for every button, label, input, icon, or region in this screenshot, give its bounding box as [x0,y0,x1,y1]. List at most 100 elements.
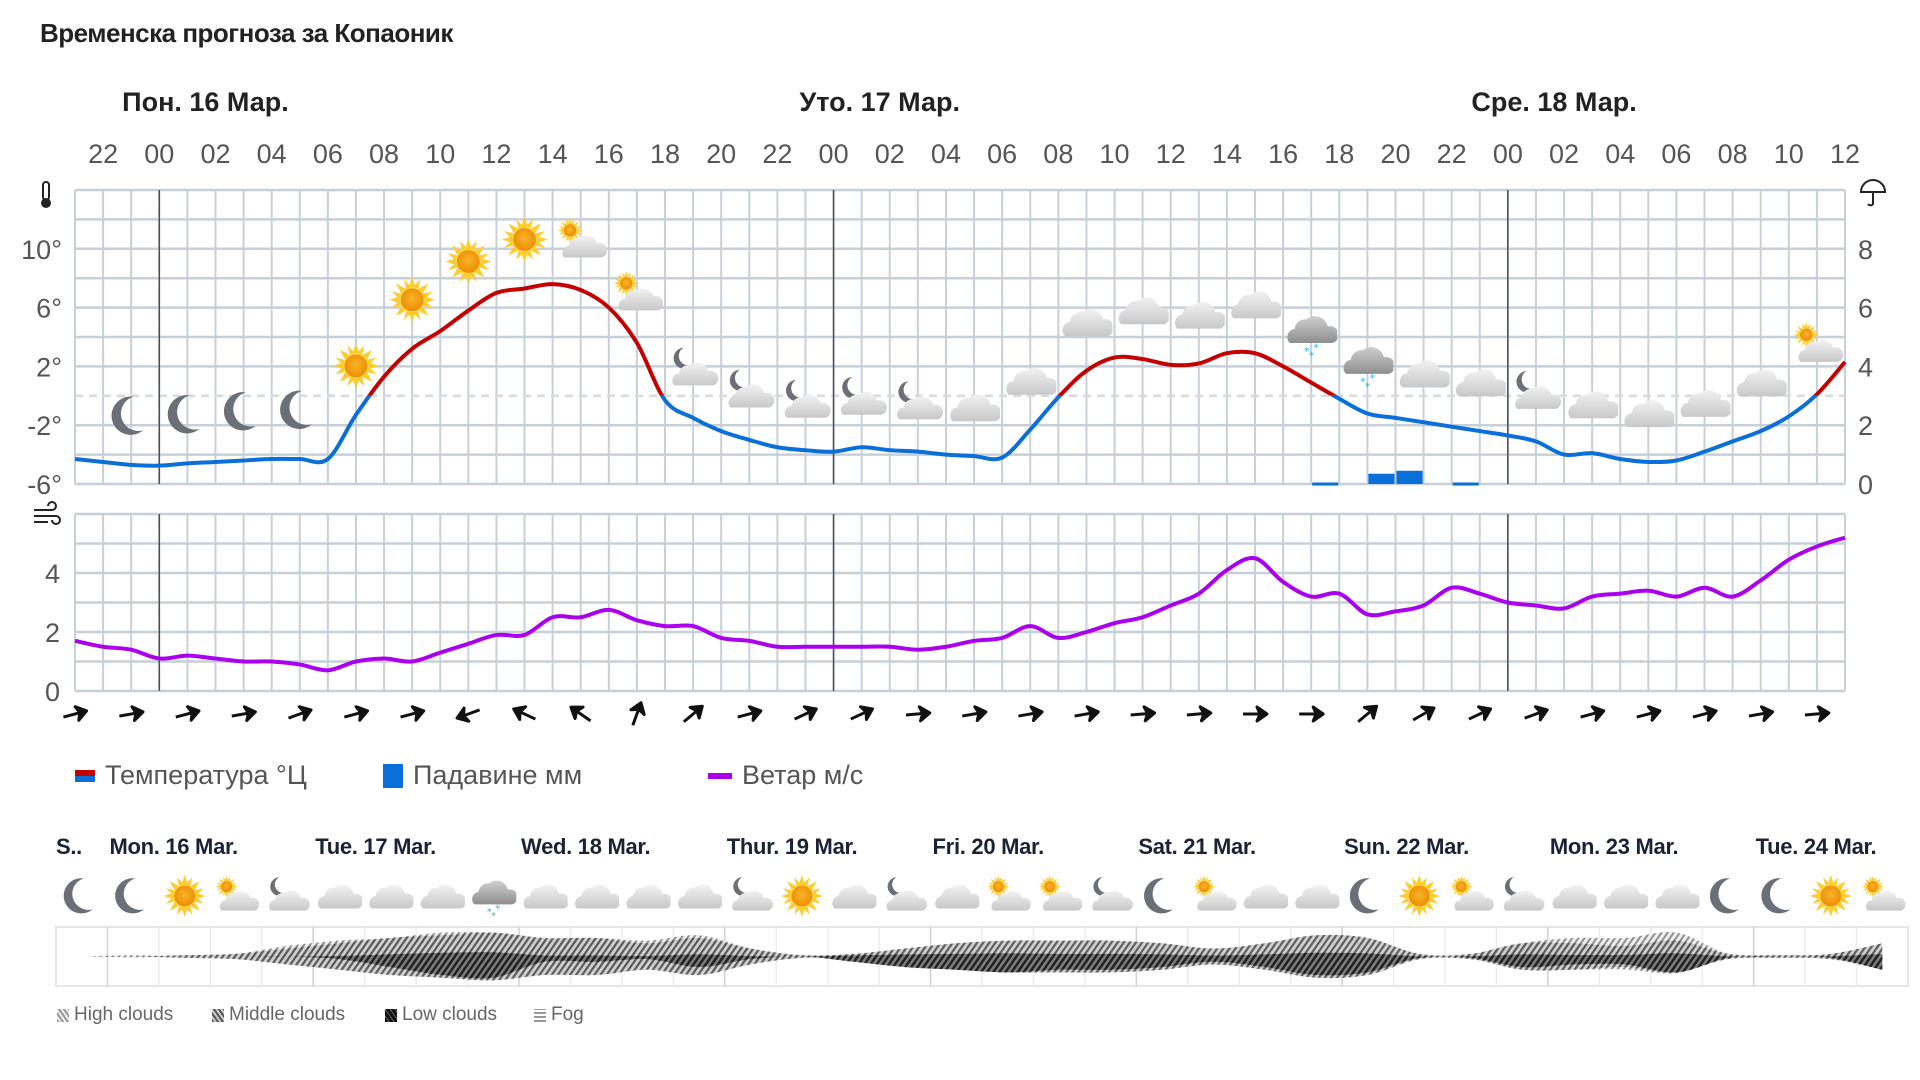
day-header: Сре. 18 Мар. [1471,87,1636,117]
longterm-day-header: Sun. 22 Mar. [1344,834,1469,859]
longterm-sun-cloud-icon [216,876,260,911]
longterm-moon-cloud-icon [886,877,928,911]
precip-bar [1368,473,1395,484]
arrow-shape [1130,705,1157,723]
hour-label: 06 [313,139,343,169]
day-header: Пон. 16 Мар. [122,87,289,117]
wind-direction-arrow-icon [961,705,988,723]
hour-label: 02 [875,139,905,169]
sun-icon [388,276,436,324]
wind-swatch [708,772,732,779]
sun-icon [332,342,380,390]
hour-label: 20 [706,139,736,169]
precipitation-swatch [383,763,403,788]
hour-label: 18 [650,139,680,169]
longterm-moon-icon [115,878,145,914]
hour-label: 00 [819,139,849,169]
hour-label: 08 [1043,139,1073,169]
longterm-cloud-icon [1655,884,1700,909]
wind-icon-shape [34,501,61,525]
precip-tick-label: 2 [1858,411,1873,441]
longterm-day-header: Thur. 19 Mar. [726,834,858,859]
longterm-cloud-icon [677,884,723,909]
longterm-day-header: Mon. 16 Mar. [109,834,238,859]
arrow-shape [1692,705,1718,722]
wind-direction-arrow-icon [1299,705,1325,723]
longterm-moon-cloud-icon [269,877,310,911]
legend-temperature: Температура °Ц [75,760,307,791]
arrow-shape [512,705,537,721]
arrow-shape [1524,705,1549,722]
hour-label: 10 [425,139,455,169]
hour-label: 12 [481,139,511,169]
hour-label: 00 [144,139,174,169]
arrow-shape [1018,705,1044,723]
umbrella-shape [1859,179,1887,207]
longterm-moon-cloud-icon [1092,877,1133,911]
arrow-shape [1804,705,1831,723]
longterm-moon-cloud-icon [1503,877,1545,911]
low-clouds-band [81,952,1883,979]
legend-precipitation: Падавине мм [383,760,582,791]
high-clouds-swatch [57,1008,69,1022]
arrow-shape [1636,705,1662,722]
fog-swatch [534,1008,546,1022]
longterm-cloud-icon [420,884,465,909]
hour-label: 14 [538,139,568,169]
wind-direction-arrow-icon [1468,705,1493,721]
wind-speed-line [74,535,1846,673]
longterm-sun-icon [163,874,207,918]
arrow-shape [119,705,145,723]
longterm-moon-icon [1349,878,1379,914]
longterm-day-header: Fri. 20 Mar. [932,834,1045,859]
longterm-cloud-icon [1552,884,1597,909]
hour-label: 10 [1100,139,1130,169]
arrow-shape [1357,704,1379,723]
hour-label: 12 [1830,139,1860,169]
wind-direction-arrow-icon [1636,705,1662,722]
arrow-shape [287,705,313,722]
arrow-shape [961,705,988,723]
legend-low-clouds: Low clouds [385,1004,497,1026]
day-header: Уто. 17 Мар. [799,87,960,117]
hour-label: 02 [200,139,230,169]
arrow-shape [175,705,201,722]
hour-label: 08 [1718,139,1748,169]
longterm-sun-cloud-icon [1039,876,1083,911]
arrow-shape [1748,705,1775,723]
longterm-cloud-icon [575,884,620,909]
hour-label: 16 [594,139,624,169]
longterm-moon-icon [1144,878,1174,914]
temp-tick-label: 10° [21,235,62,265]
wind-icon [34,501,61,525]
arrow-shape [400,705,426,722]
wind-direction-arrow-icon [512,705,537,721]
longterm-sun-icon [1809,874,1853,918]
longterm-day-header: Tue. 17 Mar. [315,834,436,859]
hour-label: 20 [1380,139,1410,169]
temperature-swatch [75,769,95,782]
longterm-cloud-icon [1295,884,1340,909]
precip-bar [1452,482,1479,486]
arrow-shape [905,705,932,723]
arrow-shape [1468,705,1493,721]
legend-fog: Fog [534,1004,584,1026]
arrow-shape [629,701,646,726]
longterm-sun-cloud-icon [987,876,1031,911]
precip-tick-label: 0 [1858,470,1873,500]
wind-tick-label: 2 [45,618,60,648]
arrow-shape [1412,705,1436,722]
hour-label: 22 [88,139,118,169]
longterm-cloud-icon [523,884,568,909]
legend-high-clouds-label: High clouds [74,1004,174,1025]
longterm-day-header: Mon. 23 Mar. [1549,834,1679,859]
legend-low-clouds-label: Low clouds [402,1004,498,1025]
longterm-cloud-icon [369,884,414,909]
arrow-shape [682,704,704,723]
longterm-cloud-icon [935,884,980,909]
wind-direction-arrow-icon [343,705,370,722]
temp-tick-label: 2° [36,352,62,382]
longterm-sun-icon [780,874,824,918]
legend-wind-label: Ветар м/с [742,760,864,790]
